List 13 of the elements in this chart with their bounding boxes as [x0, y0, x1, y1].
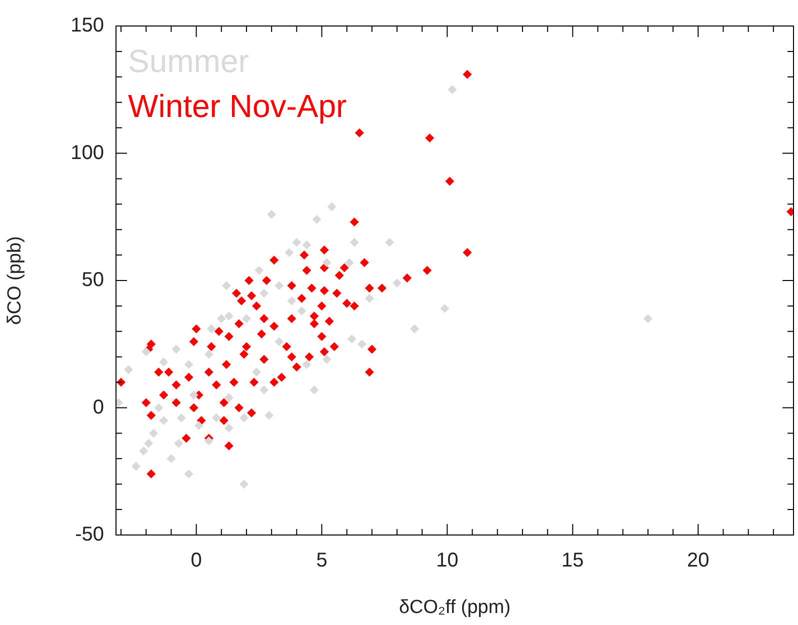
- y-tick-label: -50: [75, 524, 104, 546]
- y-tick-label: 0: [92, 396, 104, 418]
- x-tick-label: 20: [687, 550, 710, 572]
- y-tick-label: 50: [82, 269, 104, 292]
- y-axis-title: δCO (ppb): [4, 236, 26, 325]
- x-tick-label: 5: [316, 550, 328, 572]
- x-tick-label: 10: [436, 550, 458, 572]
- y-tick-label: 100: [70, 142, 104, 164]
- x-tick-label: 0: [190, 550, 202, 572]
- x-axis-title: δCO₂ff (ppm): [398, 596, 511, 618]
- y-tick-label: 150: [70, 14, 104, 37]
- x-tick-label: 15: [562, 550, 584, 572]
- series-label: Winter Nov-Apr: [128, 88, 348, 124]
